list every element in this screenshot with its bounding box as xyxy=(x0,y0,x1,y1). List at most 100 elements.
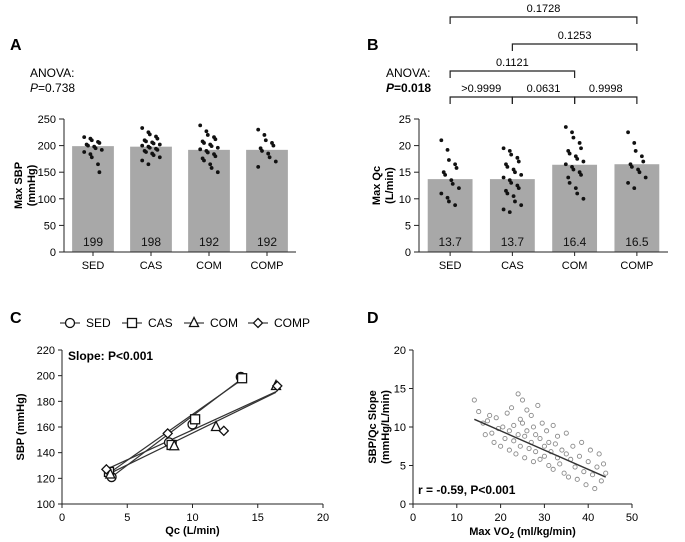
y-tick-label: 5 xyxy=(405,220,411,232)
data-dot xyxy=(205,133,210,137)
data-dot xyxy=(439,138,444,143)
scatter-point xyxy=(576,453,582,459)
data-dot xyxy=(157,142,162,147)
scatter-point xyxy=(491,439,497,445)
anova-p-letter: P xyxy=(30,81,38,95)
data-dot xyxy=(155,147,160,152)
y-axis-label: SBP (mmHg) xyxy=(15,393,27,460)
y-axis-label-line: Max Qc xyxy=(371,166,383,205)
data-dot xyxy=(567,151,572,156)
scatter-point xyxy=(526,446,532,452)
slope-annotation: Slope: P<0.001 xyxy=(68,349,153,363)
bar-comp xyxy=(246,149,288,252)
data-dot xyxy=(637,170,642,175)
comparison-bracket xyxy=(511,96,576,104)
comparison-p-value: 0.1121 xyxy=(496,57,529,69)
data-dot xyxy=(213,137,218,142)
scatter-point xyxy=(493,415,499,421)
data-dot xyxy=(641,159,646,164)
bar-value-label: 198 xyxy=(141,235,161,249)
y-tick-label: 0 xyxy=(405,247,411,259)
data-dot xyxy=(581,159,586,164)
bar-value-label: 192 xyxy=(257,235,277,249)
scatter-point xyxy=(511,438,517,444)
data-dot xyxy=(575,157,580,161)
data-dot xyxy=(573,186,578,191)
y-tick-label: 0 xyxy=(400,499,406,511)
anova-p-number: =0.018 xyxy=(394,81,431,95)
scatter-point xyxy=(563,430,569,436)
y-tick-label: 150 xyxy=(38,167,56,179)
data-dot xyxy=(151,153,156,158)
scatter-point xyxy=(519,420,526,426)
scatter-point xyxy=(563,451,569,457)
data-dot xyxy=(449,178,454,183)
y-tick-label: 10 xyxy=(399,194,411,206)
scatter-point xyxy=(585,459,591,465)
data-dot xyxy=(147,145,152,150)
data-dot xyxy=(140,158,145,163)
bar-sed xyxy=(72,146,114,252)
bar-com xyxy=(188,149,230,252)
data-dot xyxy=(82,135,87,139)
bar-cas xyxy=(130,146,172,252)
data-dot xyxy=(507,149,512,153)
data-dot xyxy=(516,186,521,191)
scatter-point xyxy=(508,405,515,411)
data-dot xyxy=(516,159,521,164)
y-tick-label: 160 xyxy=(37,422,55,434)
scatter-point xyxy=(528,412,534,419)
y-tick-label: 50 xyxy=(44,220,56,232)
y-axis-label-line: (mmHg/L/min) xyxy=(380,390,392,464)
x-tick-label: 0 xyxy=(410,512,416,524)
x-axis-label: Qc (L/min) xyxy=(165,525,220,537)
scatter-point xyxy=(530,459,537,465)
scatter-point xyxy=(587,447,593,453)
data-dot xyxy=(447,158,451,162)
bar-cas xyxy=(489,179,535,252)
data-dot xyxy=(571,135,576,140)
scatter-point xyxy=(541,453,547,459)
x-tick-label: COMP xyxy=(620,260,653,272)
data-dot xyxy=(263,138,268,143)
x-tick-label: 50 xyxy=(626,512,638,524)
scatter-point xyxy=(511,422,517,429)
data-dot xyxy=(629,164,634,169)
scatter-point xyxy=(489,430,495,436)
scatter-point xyxy=(554,433,561,439)
comparison-bracket xyxy=(511,43,638,51)
scatter-point xyxy=(530,424,537,430)
y-tick-label: 120 xyxy=(37,473,55,485)
bar-value-label: 13.7 xyxy=(501,235,525,249)
data-dot xyxy=(256,164,261,169)
data-dot xyxy=(215,145,220,150)
y-axis-label: Max SBP(mmHg) xyxy=(13,162,38,209)
data-dot xyxy=(86,143,90,148)
data-dot xyxy=(198,123,203,128)
scatter-point xyxy=(552,441,558,447)
scatter-point xyxy=(524,407,530,413)
data-dot xyxy=(88,152,93,157)
x-tick-label: 10 xyxy=(451,512,463,524)
scatter-point xyxy=(572,464,578,470)
point-com xyxy=(168,439,180,451)
x-axis-label-rest: (ml/kg/min) xyxy=(514,526,576,538)
y-tick-label: 15 xyxy=(399,167,411,179)
scatter-point xyxy=(535,402,541,408)
scatter-point xyxy=(482,432,488,438)
data-dot xyxy=(519,203,524,208)
comparison-p-value: 0.9998 xyxy=(589,83,623,95)
point-cas xyxy=(189,414,201,425)
scatter-point xyxy=(539,420,545,426)
y-axis-label: SBP/Qc Slope(mmHg/L/min) xyxy=(367,390,392,464)
data-dot xyxy=(450,182,455,186)
data-dot xyxy=(273,159,278,164)
scatter-point xyxy=(592,486,598,492)
data-dot xyxy=(507,210,512,215)
data-dot xyxy=(511,194,516,199)
point-comp xyxy=(271,380,283,392)
data-dot xyxy=(146,162,151,167)
y-tick-label: 15 xyxy=(394,384,406,396)
y-tick-label: 100 xyxy=(38,194,56,206)
legend-marker-comp xyxy=(252,317,264,329)
